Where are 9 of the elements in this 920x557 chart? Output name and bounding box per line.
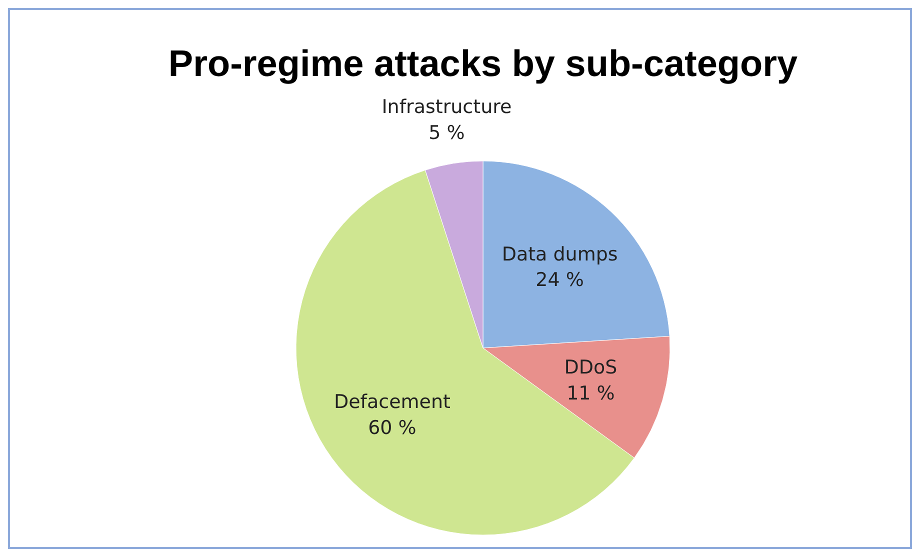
slice-label: Infrastructure	[382, 96, 512, 118]
chart-title: Pro-regime attacks by sub-category	[168, 43, 798, 84]
slice-label: DDoS	[564, 356, 618, 379]
data-label: 5 %	[428, 122, 465, 144]
slice-label: Defacement	[334, 391, 450, 414]
data-label: 24 %	[536, 269, 584, 292]
slice-label: Data dumps	[502, 244, 618, 266]
data-label: 60 %	[368, 416, 416, 439]
data-label: 11 %	[566, 382, 615, 404]
